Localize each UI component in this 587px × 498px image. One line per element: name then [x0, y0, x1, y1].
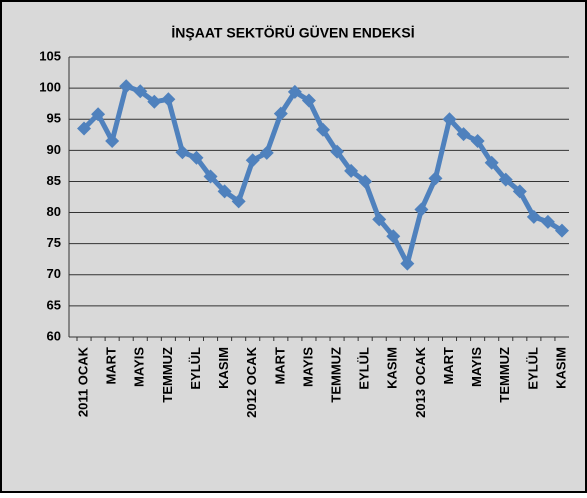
marker [526, 209, 541, 224]
x-tick-label: 2012 OCAK [244, 346, 259, 417]
marker [91, 107, 106, 122]
x-tick-label: MART [272, 347, 287, 385]
x-tick-label: TEMMUZ [497, 347, 512, 403]
x-tick-label: MAYIS [132, 347, 147, 387]
marker [105, 134, 120, 148]
x-tick-label: EYLÜL [188, 347, 203, 390]
marker [512, 184, 527, 199]
marker [203, 169, 218, 184]
marker [147, 94, 162, 109]
marker [133, 84, 148, 99]
chart-title: İNŞAAT SEKTÖRÜ GÜVEN ENDEKSİ [171, 25, 414, 41]
marker [442, 112, 457, 127]
marker [77, 121, 92, 136]
marker [330, 144, 345, 159]
marker [245, 153, 260, 168]
marker [119, 79, 134, 94]
y-tick-label: 90 [47, 142, 61, 157]
marker [161, 92, 176, 107]
x-tick-label: 2013 OCAK [413, 346, 428, 417]
y-tick-label: 85 [47, 173, 61, 188]
marker [540, 214, 555, 229]
y-tick-label: 70 [47, 266, 61, 281]
x-tick-label: KASIM [553, 347, 568, 389]
y-tick-label: 105 [39, 48, 61, 63]
marker [273, 106, 288, 121]
x-tick-label: KASIM [216, 347, 231, 389]
x-tick-label: KASIM [385, 347, 400, 389]
y-tick-label: 80 [47, 204, 61, 219]
y-tick-label: 60 [47, 328, 61, 343]
marker [189, 150, 204, 165]
y-tick-label: 95 [47, 111, 61, 126]
x-tick-label: TEMMUZ [160, 347, 175, 403]
marker [498, 172, 513, 187]
marker [175, 145, 190, 160]
marker [358, 174, 373, 189]
x-tick-label: TEMMUZ [328, 347, 343, 403]
x-tick-label: MAYIS [300, 347, 315, 387]
marker [386, 229, 401, 244]
marker [217, 184, 232, 199]
x-tick-label: MAYIS [469, 347, 484, 387]
marker [428, 171, 443, 186]
marker [470, 134, 485, 148]
marker [372, 212, 387, 227]
y-tick-label: 100 [39, 80, 61, 95]
marker [400, 256, 415, 271]
x-tick-label: EYLÜL [525, 347, 540, 390]
marker [231, 194, 246, 209]
y-tick-label: 75 [47, 235, 61, 250]
y-tick-label: 65 [47, 297, 61, 312]
marker [316, 122, 330, 137]
marker [554, 223, 569, 238]
marker [259, 145, 274, 160]
marker [301, 93, 316, 108]
x-tick-label: MART [441, 347, 456, 385]
marker [414, 202, 429, 217]
marker [287, 84, 302, 99]
x-tick-label: MART [104, 347, 119, 385]
marker [456, 127, 471, 142]
x-tick-label: 2011 OCAK [75, 346, 90, 417]
marker [344, 163, 359, 178]
x-tick-label: EYLÜL [357, 347, 372, 390]
marker [484, 155, 499, 170]
